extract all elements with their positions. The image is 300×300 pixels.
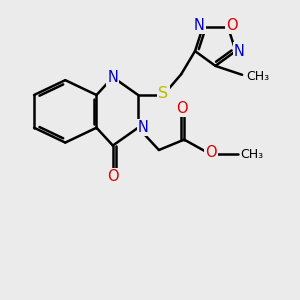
Text: O: O	[176, 101, 188, 116]
Text: N: N	[107, 70, 118, 85]
Text: O: O	[107, 169, 119, 184]
Text: N: N	[138, 120, 149, 135]
Text: N: N	[234, 44, 245, 59]
Text: S: S	[158, 86, 168, 101]
Text: CH₃: CH₃	[247, 70, 270, 83]
Text: O: O	[205, 146, 217, 160]
Text: N: N	[194, 18, 205, 33]
Text: O: O	[226, 18, 237, 33]
Text: CH₃: CH₃	[241, 148, 264, 161]
